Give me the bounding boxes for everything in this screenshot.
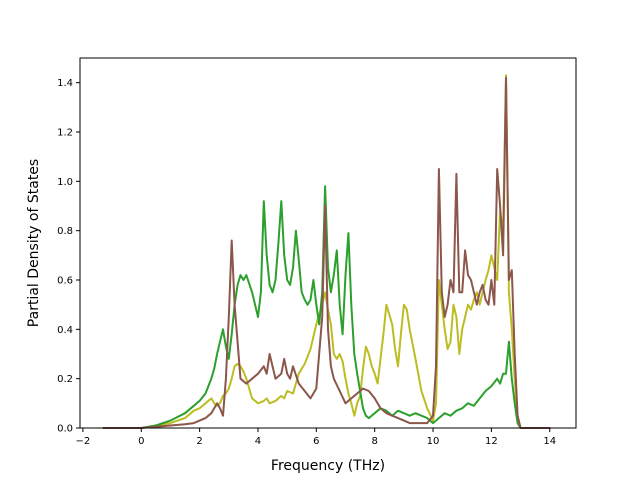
plot-frame: [79, 57, 577, 429]
x-tick-label: 0: [138, 436, 144, 447]
y-tick-label: 0.0: [57, 424, 73, 435]
x-tick-label: 12: [485, 436, 498, 447]
series-layer: [102, 74, 551, 429]
y-tick-label: 1.2: [57, 128, 73, 139]
x-tick-label: 10: [427, 436, 440, 447]
x-tick-label: 4: [255, 436, 261, 447]
y-axis-ticks: 0.0 0.2 0.4 0.6 0.8 1.0 1.2 1.4: [57, 78, 80, 435]
x-tick-label: −2: [76, 436, 91, 447]
x-axis-label: Frequency (THz): [271, 458, 385, 474]
x-axis-ticks: −2 0 2 4 6 8 10 12 14: [76, 428, 556, 447]
x-tick-label: 6: [313, 436, 319, 447]
y-tick-label: 0.4: [57, 325, 73, 336]
y-axis-label: Partial Density of States: [26, 159, 42, 327]
x-tick-label: 2: [196, 436, 202, 447]
series-line-3: [102, 76, 551, 429]
y-tick-label: 1.0: [57, 177, 73, 188]
y-tick-label: 0.8: [57, 226, 73, 237]
y-tick-label: 0.2: [57, 374, 73, 385]
y-tick-label: 1.4: [57, 78, 73, 89]
x-tick-label: 14: [543, 436, 556, 447]
x-tick-label: 8: [371, 436, 377, 447]
y-tick-label: 0.6: [57, 276, 73, 287]
